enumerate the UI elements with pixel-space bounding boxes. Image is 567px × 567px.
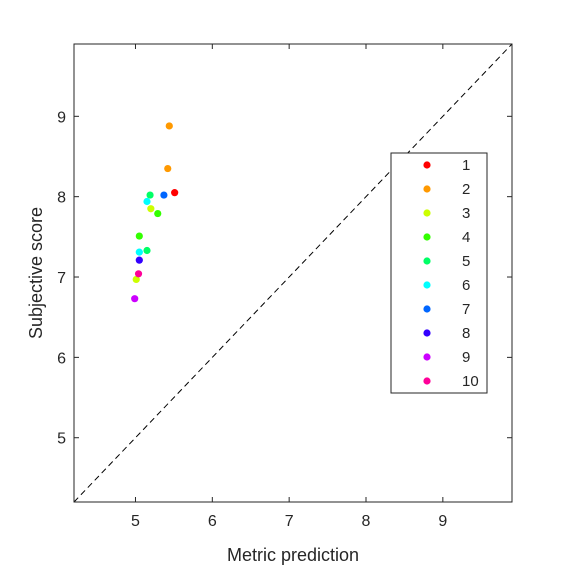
plot-frame <box>73 43 513 503</box>
plot-area: 5 6 7 8 9 5 6 7 8 9 <box>57 43 513 530</box>
x-axis-label: Metric prediction <box>227 545 359 565</box>
reference-line-layer <box>73 43 513 503</box>
y-tick-label: 9 <box>57 109 66 126</box>
y-tick-label: 8 <box>57 190 66 207</box>
legend-marker-5 <box>423 257 431 265</box>
legend-marker-9 <box>423 353 431 361</box>
legend-label-4: 4 <box>462 229 470 246</box>
legend-label-6: 6 <box>462 277 470 294</box>
legend-label-5: 5 <box>462 253 470 270</box>
data-point-series-3 <box>147 205 155 213</box>
x-tick-label: 9 <box>438 513 447 530</box>
legend-items: 1 2 3 4 5 6 7 8 9 10 <box>423 157 479 390</box>
legend-marker-4 <box>423 233 431 241</box>
legend-label-3: 3 <box>462 205 470 222</box>
legend-label-10: 10 <box>462 373 479 390</box>
points-layer <box>131 122 179 303</box>
ticks-layer: 5 6 7 8 9 5 6 7 8 9 <box>57 44 512 530</box>
data-point-series-5 <box>146 191 154 199</box>
legend-box <box>390 152 488 394</box>
data-point-series-4 <box>154 209 162 218</box>
y-axis-label: Subjective score <box>26 207 46 339</box>
y-tick-label: 7 <box>57 270 66 287</box>
identity-reference-line <box>73 43 513 503</box>
legend-label-7: 7 <box>462 301 470 318</box>
legend: 1 2 3 4 5 6 7 8 9 10 <box>390 152 488 394</box>
y-tick-label: 5 <box>57 431 66 448</box>
data-point-series-2 <box>165 122 173 130</box>
legend-marker-8 <box>423 329 431 337</box>
legend-label-1: 1 <box>462 157 470 174</box>
legend-marker-10 <box>423 377 431 385</box>
legend-label-2: 2 <box>462 181 470 198</box>
data-point-series-6 <box>135 248 143 256</box>
y-tick-label: 6 <box>57 350 66 367</box>
legend-label-8: 8 <box>462 325 470 342</box>
data-point-series-6 <box>143 197 151 206</box>
data-point-series-4 <box>135 232 143 240</box>
data-point-series-10 <box>134 270 143 278</box>
x-tick-label: 6 <box>208 513 217 530</box>
data-point-series-8 <box>135 256 143 264</box>
legend-label-9: 9 <box>462 349 470 366</box>
legend-marker-6 <box>423 281 431 289</box>
data-point-series-1 <box>171 189 179 197</box>
legend-marker-1 <box>423 161 431 169</box>
legend-marker-7 <box>423 305 431 313</box>
x-tick-label: 8 <box>362 513 371 530</box>
data-point-series-9 <box>131 295 139 303</box>
data-point-series-5 <box>143 246 151 255</box>
x-tick-label: 5 <box>131 513 140 530</box>
x-tick-label: 7 <box>285 513 294 530</box>
legend-marker-2 <box>423 185 431 193</box>
data-point-series-2 <box>164 164 172 173</box>
data-point-series-3 <box>132 275 140 284</box>
legend-marker-3 <box>423 209 431 217</box>
data-point-series-7 <box>160 191 168 199</box>
